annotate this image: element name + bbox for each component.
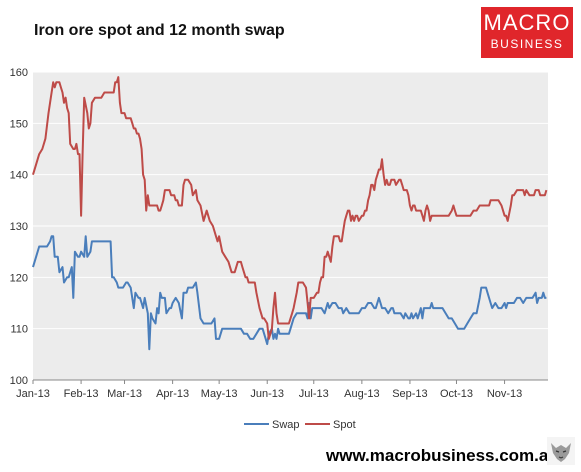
macrobusiness-logo: MACRO BUSINESS [481,7,573,58]
legend-label-spot: Spot [333,419,356,431]
x-tick-label: Jan-13 [16,388,50,400]
y-tick-label: 110 [10,324,28,336]
y-tick-label: 160 [10,67,28,79]
y-tick-label: 140 [10,170,28,182]
series-line-spot [32,76,548,340]
x-tick-label: Jul-13 [299,388,329,400]
x-tick-label: Sep-13 [392,388,427,400]
x-tick-label: Apr-13 [156,388,189,400]
y-tick-label: 150 [10,118,28,130]
logo-line-1: MACRO [483,10,571,35]
chart-title: Iron ore spot and 12 month swap [34,22,285,39]
y-tick-label: 120 [10,272,28,284]
x-tick-label: May-13 [201,388,238,400]
y-tick-label: 130 [10,221,28,233]
legend-label-swap: Swap [272,419,300,431]
logo-line-2: BUSINESS [490,37,564,51]
series-line-swap [32,235,547,351]
wolf-icon [547,437,575,465]
x-tick-label: Jun-13 [250,388,284,400]
y-tick-label: 100 [10,375,28,387]
footer-url: www.macrobusiness.com.au [326,446,559,465]
x-tick-label: Nov-13 [487,388,522,400]
x-tick-label: Feb-13 [64,388,99,400]
x-tick-label: Oct-13 [440,388,473,400]
x-tick-label: Mar-13 [107,388,142,400]
x-tick-label: Aug-13 [344,388,379,400]
